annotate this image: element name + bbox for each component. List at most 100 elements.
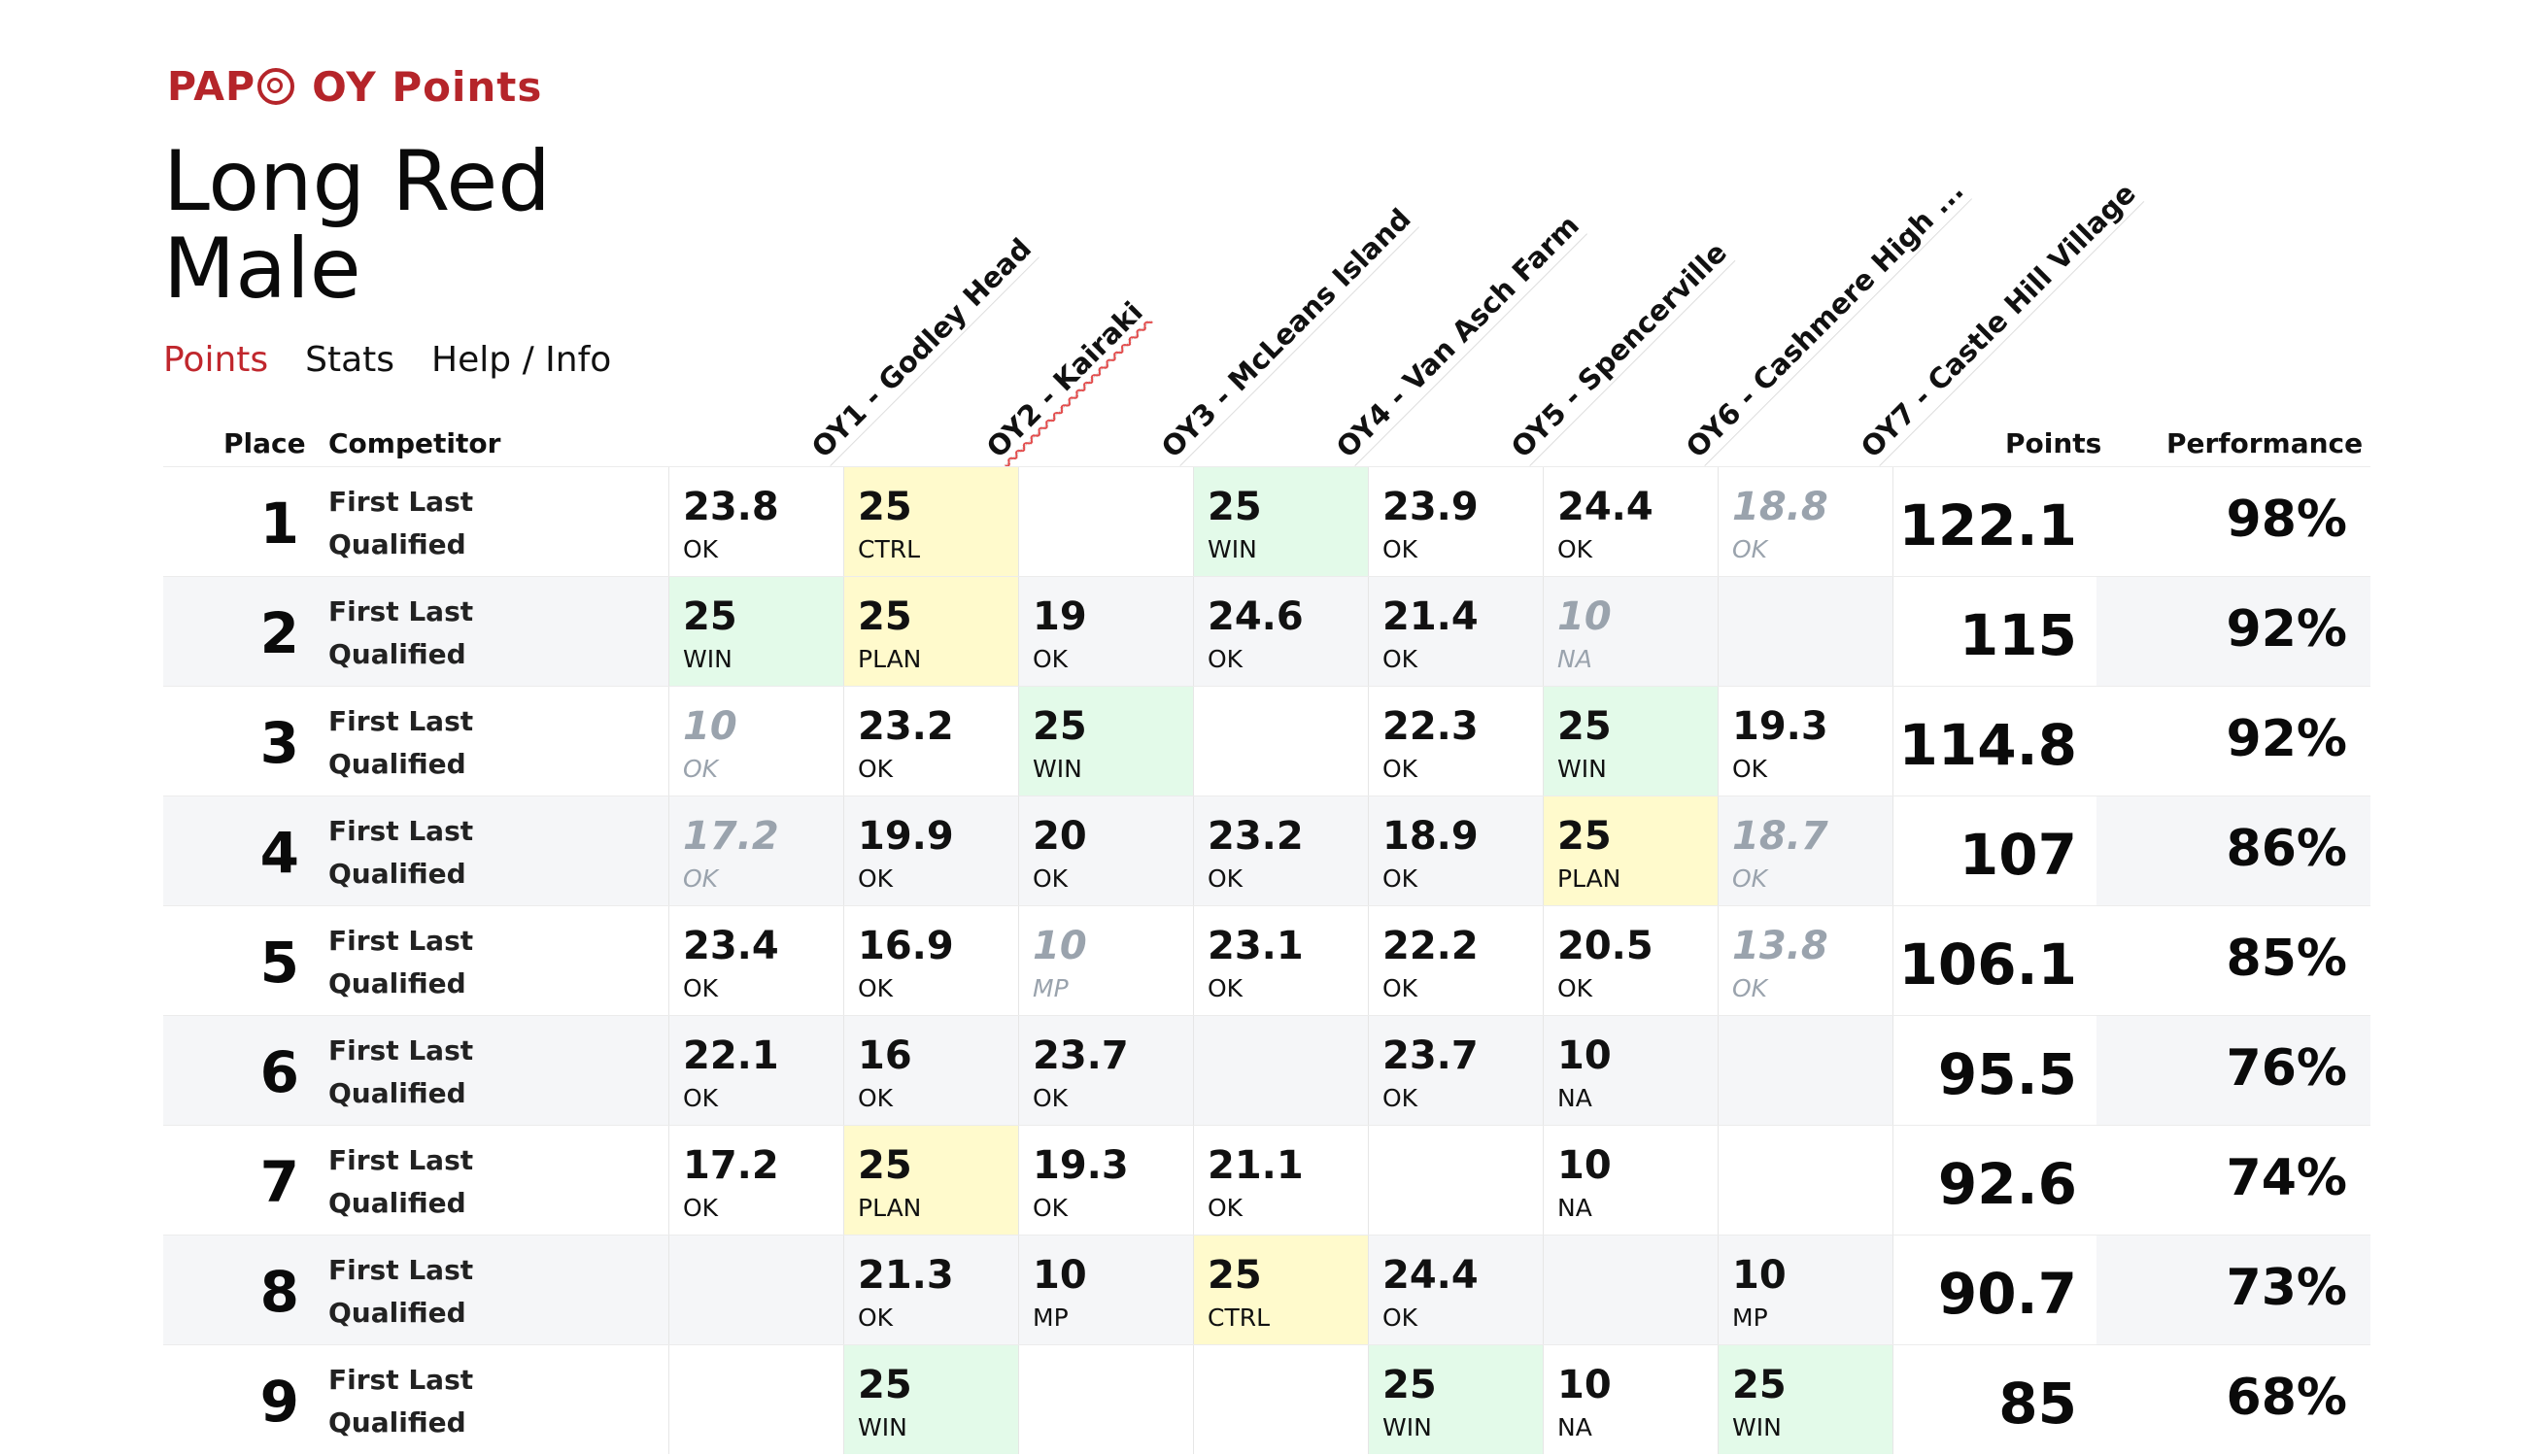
table-row[interactable]: 6 First Last Qualified 22.1 OK 16 OK 23.7 OK 23.7… — [163, 1015, 2370, 1125]
result-points: 13.8 — [1732, 924, 1828, 968]
nav-stats[interactable]: Stats — [305, 340, 395, 380]
competitor-name: First Last — [328, 595, 474, 627]
result-cell-oy3[interactable]: 25 WIN — [1018, 687, 1193, 796]
result-cell-oy2[interactable]: 25 CTRL — [843, 467, 1018, 576]
result-points: 25 — [1382, 1363, 1437, 1407]
result-cell-oy6[interactable]: 25 WIN — [1543, 687, 1718, 796]
result-cell-oy4[interactable]: 25 CTRL — [1193, 1236, 1368, 1344]
total-points-value: 115 — [1959, 602, 2077, 668]
result-cell-oy2[interactable]: 21.3 OK — [843, 1236, 1018, 1344]
result-cell-oy1[interactable]: 25 WIN — [668, 577, 843, 686]
result-points: 23.4 — [683, 924, 779, 968]
event-header-label: OY2 - Kairaki — [979, 294, 1151, 466]
result-cell-oy5[interactable]: 24.4 OK — [1368, 1236, 1543, 1344]
total-points: 92.6 — [1892, 1126, 2096, 1235]
result-cell-oy6[interactable]: 10 NA — [1543, 577, 1718, 686]
competitor[interactable]: First Last Qualified — [328, 700, 473, 786]
result-cell-oy2[interactable]: 25 PLAN — [843, 1126, 1018, 1235]
result-points: 23.1 — [1208, 924, 1304, 968]
event-header-oy6[interactable]: OY6 - Cashmere High ... — [1679, 174, 1972, 466]
competitor-name: First Last — [328, 705, 474, 737]
result-cell-oy3[interactable]: 19 OK — [1018, 577, 1193, 686]
table-row[interactable]: 9 First Last Qualified 25 WIN 25 WIN 10 NA 25 WIN 8… — [163, 1344, 2370, 1454]
result-cell-oy7[interactable]: 13.8 OK — [1718, 906, 1892, 1015]
result-cell-oy2[interactable]: 16 OK — [843, 1016, 1018, 1125]
event-header-oy7[interactable]: OY7 - Castle Hill Village — [1854, 176, 2144, 466]
result-cell-oy5[interactable]: 22.2 OK — [1368, 906, 1543, 1015]
result-status: MP — [1033, 974, 1069, 1002]
event-header-oy5[interactable]: OY5 - Spencerville — [1504, 235, 1736, 466]
result-cell-oy7[interactable]: 25 WIN — [1718, 1345, 1892, 1454]
result-cell-oy6[interactable]: 10 NA — [1543, 1345, 1718, 1454]
table-row[interactable]: 1 First Last Qualified 23.8 OK 25 CTRL 25 WIN 23.… — [163, 466, 2370, 576]
table-row[interactable]: 4 First Last Qualified 17.2 OK 19.9 OK 20 OK 23.2… — [163, 796, 2370, 905]
table-row[interactable]: 7 First Last Qualified 17.2 OK 25 PLAN 19.3 OK 21… — [163, 1125, 2370, 1235]
result-cell-oy6[interactable]: 20.5 OK — [1543, 906, 1718, 1015]
result-cell-oy5[interactable]: 23.9 OK — [1368, 467, 1543, 576]
event-header-oy3[interactable]: OY3 - McLeans Island — [1154, 201, 1419, 466]
result-cell-oy7[interactable]: 10 MP — [1718, 1236, 1892, 1344]
result-cell-oy1[interactable]: 23.8 OK — [668, 467, 843, 576]
result-cell-oy2[interactable]: 16.9 OK — [843, 906, 1018, 1015]
result-cell-oy5[interactable]: 18.9 OK — [1368, 796, 1543, 905]
result-status: NA — [1557, 1413, 1592, 1441]
table-row[interactable]: 5 First Last Qualified 23.4 OK 16.9 OK 10 MP 23.1… — [163, 905, 2370, 1015]
result-cell-oy7[interactable]: 19.3 OK — [1718, 687, 1892, 796]
result-cell-oy1[interactable]: 17.2 OK — [668, 1126, 843, 1235]
result-cell-oy6[interactable]: 25 PLAN — [1543, 796, 1718, 905]
result-cell-oy1[interactable]: 23.4 OK — [668, 906, 843, 1015]
result-cell-oy7[interactable]: 18.7 OK — [1718, 796, 1892, 905]
result-cell-oy2[interactable]: 23.2 OK — [843, 687, 1018, 796]
result-cell-oy4[interactable]: 24.6 OK — [1193, 577, 1368, 686]
competitor[interactable]: First Last Qualified — [328, 591, 473, 676]
total-points: 122.1 — [1892, 467, 2096, 576]
result-cell-oy6[interactable]: 10 NA — [1543, 1126, 1718, 1235]
result-cell-oy5[interactable]: 23.7 OK — [1368, 1016, 1543, 1125]
result-cell-oy6[interactable]: 24.4 OK — [1543, 467, 1718, 576]
result-cell-oy1[interactable]: 22.1 OK — [668, 1016, 843, 1125]
competitor[interactable]: First Last Qualified — [328, 481, 473, 566]
result-points: 25 — [1208, 485, 1262, 529]
result-points: 23.8 — [683, 485, 779, 529]
competitor[interactable]: First Last Qualified — [328, 1030, 473, 1115]
table-row[interactable]: 8 First Last Qualified 21.3 OK 10 MP 25 CTRL 24.4… — [163, 1235, 2370, 1344]
result-cell-oy3[interactable]: 10 MP — [1018, 1236, 1193, 1344]
competitor[interactable]: First Last Qualified — [328, 920, 473, 1005]
result-cell-oy7[interactable]: 18.8 OK — [1718, 467, 1892, 576]
result-cell-oy4[interactable]: 21.1 OK — [1193, 1126, 1368, 1235]
result-cell-oy2[interactable]: 19.9 OK — [843, 796, 1018, 905]
competitor[interactable]: First Last Qualified — [328, 1139, 473, 1225]
result-cell-oy3[interactable]: 10 MP — [1018, 906, 1193, 1015]
result-cell-oy2[interactable]: 25 WIN — [843, 1345, 1018, 1454]
result-cell-oy3[interactable]: 19.3 OK — [1018, 1126, 1193, 1235]
result-cell-oy5[interactable]: 21.4 OK — [1368, 577, 1543, 686]
total-points: 114.8 — [1892, 687, 2096, 796]
result-cell-oy1[interactable]: 10 OK — [668, 687, 843, 796]
result-cell-oy5[interactable]: 25 WIN — [1368, 1345, 1543, 1454]
result-cell-oy3[interactable]: 23.7 OK — [1018, 1016, 1193, 1125]
result-status: OK — [1732, 535, 1768, 563]
competitor[interactable]: First Last Qualified — [328, 810, 473, 896]
competitor[interactable]: First Last Qualified — [328, 1359, 473, 1444]
event-header-oy1[interactable]: OY1 - Godley Head — [804, 231, 1040, 466]
result-cell-oy2[interactable]: 25 PLAN — [843, 577, 1018, 686]
table-row[interactable]: 3 First Last Qualified 10 OK 23.2 OK 25 WIN 22.3 O… — [163, 686, 2370, 796]
event-header-oy4[interactable]: OY4 - Van Asch Farm — [1329, 208, 1588, 466]
nav-help-info[interactable]: Help / Info — [431, 340, 612, 380]
competitor[interactable]: First Last Qualified — [328, 1249, 473, 1335]
result-cell-oy4[interactable]: 23.2 OK — [1193, 796, 1368, 905]
result-cell-oy1[interactable]: 17.2 OK — [668, 796, 843, 905]
nav-points[interactable]: Points — [163, 340, 269, 380]
result-cell-oy3[interactable]: 20 OK — [1018, 796, 1193, 905]
event-header-oy2[interactable]: OY2 - Kairaki — [979, 294, 1151, 466]
place-number: 1 — [259, 491, 299, 557]
table-row[interactable]: 2 First Last Qualified 25 WIN 25 PLAN 19 OK 24.6 O… — [163, 576, 2370, 686]
result-cell-oy4[interactable]: 23.1 OK — [1193, 906, 1368, 1015]
result-cell-oy5[interactable]: 22.3 OK — [1368, 687, 1543, 796]
result-cell-oy6[interactable]: 10 NA — [1543, 1016, 1718, 1125]
result-cell-oy4[interactable]: 25 WIN — [1193, 467, 1368, 576]
result-points: 22.2 — [1382, 924, 1479, 968]
result-points: 22.3 — [1382, 704, 1479, 749]
